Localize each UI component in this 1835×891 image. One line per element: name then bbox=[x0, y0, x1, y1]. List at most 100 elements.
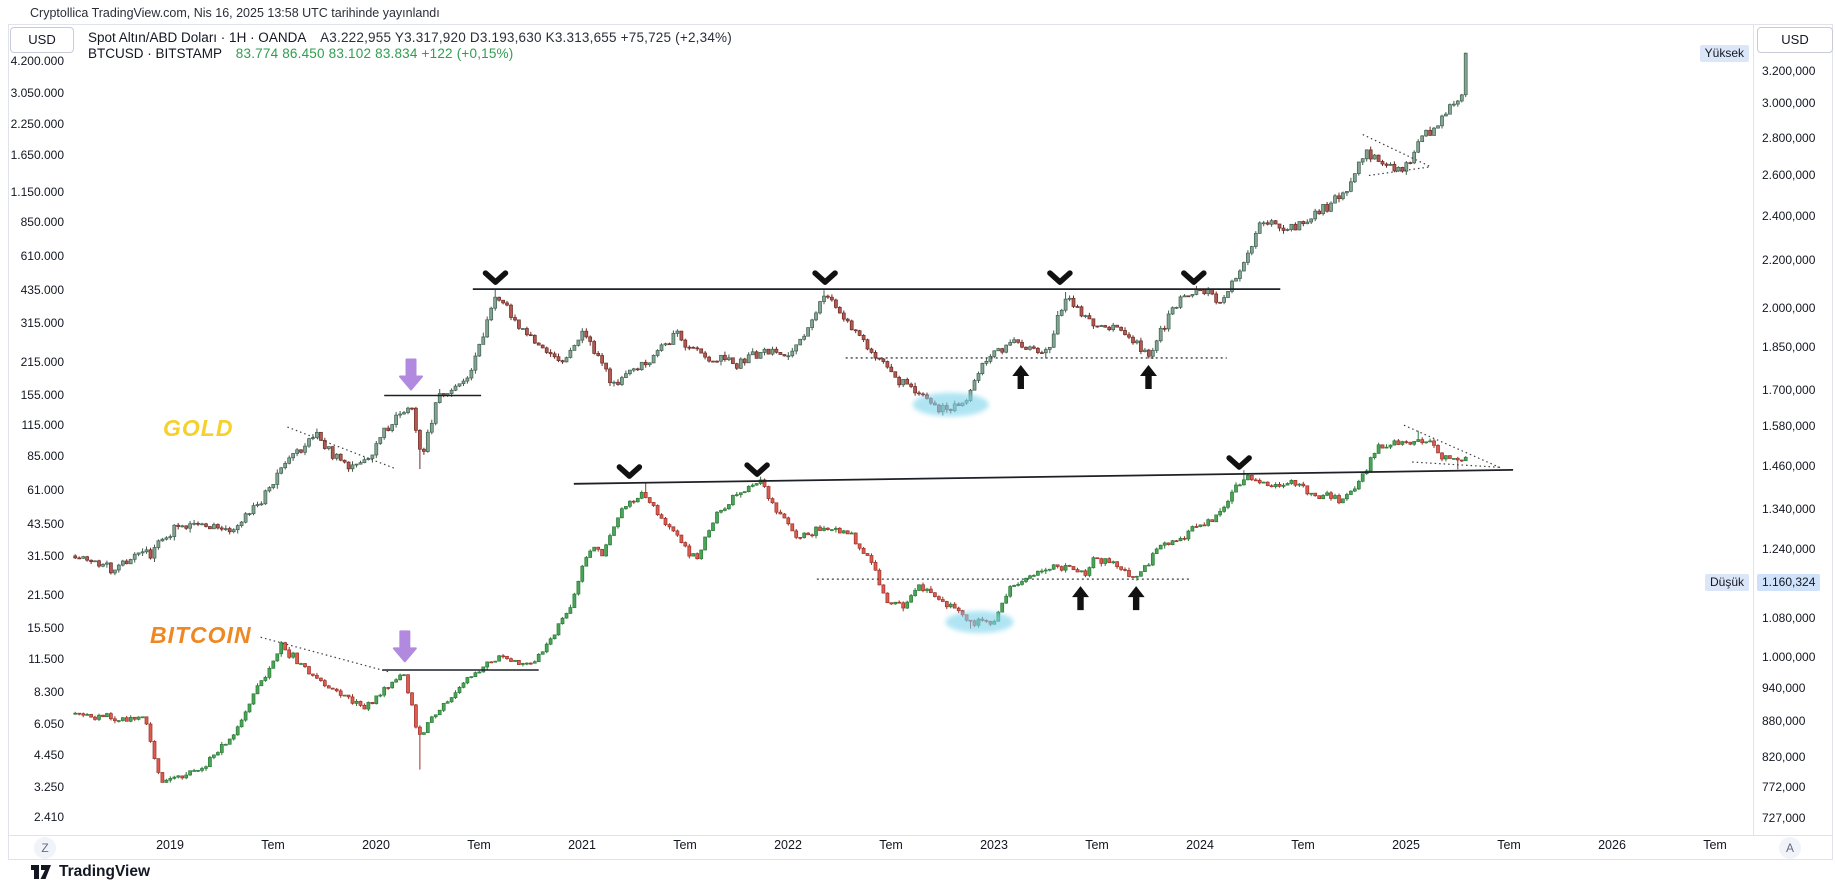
gold-annotations bbox=[287, 133, 1431, 469]
auto-scale-badge[interactable]: A bbox=[1779, 837, 1801, 859]
price-tick-label: 610.000 bbox=[20, 249, 64, 264]
price-tick-label: 1.650.000 bbox=[10, 148, 64, 163]
price-tick-label: 1.460,000 bbox=[1762, 459, 1816, 474]
price-tick-label: 3.250 bbox=[33, 779, 64, 794]
high-label-badge: Yüksek bbox=[1699, 44, 1749, 62]
tradingview-logo[interactable]: TradingView bbox=[30, 863, 150, 881]
price-tick-label: 1.340,000 bbox=[1762, 502, 1816, 517]
price-tick-label: 31.500 bbox=[27, 549, 64, 564]
right-axis-separator bbox=[1753, 24, 1754, 835]
time-tick-label: Tem bbox=[261, 838, 285, 852]
price-tick-label: 2.600,000 bbox=[1762, 168, 1816, 183]
timezone-badge[interactable]: Z bbox=[34, 837, 56, 859]
time-tick-label: 2022 bbox=[774, 838, 802, 852]
price-tick-label: 940,000 bbox=[1762, 681, 1806, 696]
breakdown-chevron-icon bbox=[1181, 270, 1207, 285]
time-tick-label: 2021 bbox=[568, 838, 596, 852]
support-up-arrow-icon bbox=[1127, 586, 1145, 611]
time-tick-label: Tem bbox=[467, 838, 491, 852]
gold-ohlc-values: A3.222,955 Y3.317,920 D3.193,630 K3.313,… bbox=[320, 30, 732, 45]
bottom-highlight bbox=[912, 392, 989, 417]
attribution-text: Cryptollica TradingView.com, Nis 16, 202… bbox=[30, 6, 440, 20]
price-tick-label: 6.050 bbox=[33, 716, 64, 731]
low-value-badge: 1.160,324 bbox=[1757, 573, 1821, 591]
price-tick-label: 435.000 bbox=[20, 283, 64, 298]
btc-ohlc-values: 83.774 86.450 83.102 83.834 +122 (+0,15%… bbox=[235, 46, 514, 61]
covid-down-arrow-icon bbox=[399, 358, 424, 391]
price-tick-label: 1.580,000 bbox=[1762, 419, 1816, 434]
price-tick-label: 215.000 bbox=[20, 354, 64, 369]
gold-series-label: GOLD bbox=[163, 415, 234, 441]
time-tick-label: Tem bbox=[879, 838, 903, 852]
frame-top-border bbox=[8, 24, 1833, 25]
plot-area[interactable] bbox=[73, 52, 1514, 783]
price-tick-label: 3.000,000 bbox=[1762, 96, 1816, 111]
covid-down-arrow-icon bbox=[392, 630, 417, 663]
tradingview-logo-icon bbox=[31, 865, 51, 879]
price-tick-label: 43.500 bbox=[27, 516, 64, 531]
time-tick-label: Tem bbox=[1497, 838, 1521, 852]
price-tick-label: 3.200,000 bbox=[1762, 63, 1816, 78]
breakdown-chevron-icon bbox=[482, 270, 509, 285]
price-tick-label: 11.500 bbox=[28, 651, 64, 666]
time-tick-label: 2020 bbox=[362, 838, 390, 852]
support-up-arrow-icon bbox=[1012, 364, 1030, 389]
left-scale-currency-button[interactable]: USD bbox=[10, 27, 74, 53]
price-tick-label: 1.240,000 bbox=[1762, 541, 1816, 556]
breakdown-chevron-icon bbox=[616, 464, 643, 479]
legend-gold-row[interactable]: Spot Altın/ABD Doları · 1H · OANDA A3.22… bbox=[88, 30, 732, 46]
price-tick-label: 880,000 bbox=[1762, 714, 1806, 729]
price-tick-label: 1.000,000 bbox=[1762, 649, 1816, 664]
breakdown-chevron-icon bbox=[744, 462, 770, 477]
price-tick-label: 2.200,000 bbox=[1762, 252, 1816, 267]
price-tick-label: 1.700,000 bbox=[1762, 382, 1816, 397]
time-axis[interactable]: 2019 Tem 2020 Tem 2021 Tem 2022 Tem 2023 Tem 2024 T… bbox=[0, 838, 1835, 860]
price-tick-label: 2.400,000 bbox=[1762, 208, 1816, 223]
price-tick-label: 1.080,000 bbox=[1762, 611, 1816, 626]
low-label-badge: Düşük bbox=[1704, 573, 1749, 591]
legend: Spot Altın/ABD Doları · 1H · OANDA A3.22… bbox=[88, 30, 732, 62]
price-tick-label: 4.450 bbox=[33, 747, 64, 762]
btc-symbol-title[interactable]: BTCUSD · BITSTAMP bbox=[88, 46, 223, 61]
price-tick-label: 850.000 bbox=[20, 215, 64, 230]
price-tick-label: 2.800,000 bbox=[1762, 131, 1816, 146]
price-tick-label: 8.300 bbox=[33, 684, 64, 699]
price-tick-label: 85.000 bbox=[27, 448, 64, 463]
left-price-axis[interactable]: 4.200.000 3.050.000 2.250.000 1.650.000 1.15… bbox=[0, 0, 64, 891]
price-tick-label: 772,000 bbox=[1762, 780, 1806, 795]
frame-right-border bbox=[1832, 24, 1833, 860]
bitcoin-annotations bbox=[260, 424, 1514, 673]
time-tick-label: 2023 bbox=[980, 838, 1008, 852]
bitcoin-series-label: BITCOIN bbox=[150, 622, 252, 648]
gold-candles bbox=[73, 52, 1468, 576]
support-up-arrow-icon bbox=[1140, 364, 1157, 389]
price-tick-label: 15.500 bbox=[27, 621, 64, 636]
breakdown-chevron-icon bbox=[812, 270, 838, 285]
gold-symbol-title[interactable]: Spot Altın/ABD Doları · 1H · OANDA bbox=[88, 30, 307, 45]
frame-bottom-border bbox=[8, 859, 1833, 860]
breakdown-chevron-icon bbox=[1047, 270, 1073, 285]
bottom-highlight bbox=[945, 611, 1014, 634]
price-tick-label: 2.410 bbox=[33, 810, 64, 825]
tradingview-logo-text: TradingView bbox=[59, 863, 151, 880]
time-axis-separator bbox=[8, 835, 1833, 836]
support-up-arrow-icon bbox=[1072, 586, 1090, 611]
time-tick-label: 2019 bbox=[156, 838, 184, 852]
frame-left-border bbox=[8, 24, 9, 860]
price-tick-label: 4.200.000 bbox=[10, 53, 64, 68]
price-tick-label: 155.000 bbox=[20, 387, 64, 402]
price-tick-label: 61.000 bbox=[27, 482, 64, 497]
price-tick-label: 315.000 bbox=[20, 316, 64, 331]
price-tick-label: 1.150.000 bbox=[10, 184, 64, 199]
right-scale-currency-button[interactable]: USD bbox=[1757, 27, 1833, 53]
legend-btc-row[interactable]: BTCUSD · BITSTAMP 83.774 86.450 83.102 8… bbox=[88, 46, 732, 62]
time-tick-label: Tem bbox=[1291, 838, 1315, 852]
price-tick-label: 820,000 bbox=[1762, 749, 1806, 764]
time-tick-label: Tem bbox=[1085, 838, 1109, 852]
price-tick-label: 115.000 bbox=[21, 418, 65, 433]
price-tick-label: 3.050.000 bbox=[10, 85, 64, 100]
breakdown-chevron-icon bbox=[1226, 455, 1252, 470]
right-price-axis[interactable]: 3.200,000 3.000,000 2.800,000 2.600,000 2.40… bbox=[1762, 0, 1835, 891]
